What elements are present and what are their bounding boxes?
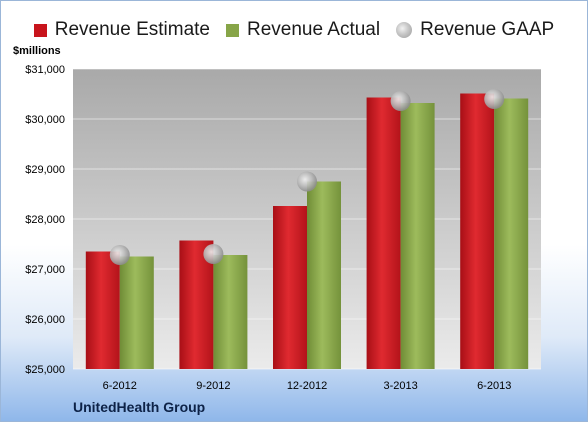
legend-swatch-actual (226, 23, 239, 37)
y-tick-label: $28,000 (25, 214, 65, 226)
point-gaap (484, 89, 505, 109)
bar-estimate (273, 206, 307, 369)
legend-swatch-estimate (33, 23, 47, 37)
x-tick-label: 6-2013 (477, 380, 511, 392)
legend-item-gaap: Revenue GAAP (396, 19, 554, 41)
x-tick-label: 9-2012 (196, 380, 230, 392)
bar-actual (307, 181, 341, 369)
bar-actual (213, 255, 248, 369)
x-tick-label: 6-2012 (103, 380, 137, 392)
bar-actual (494, 98, 529, 369)
bar-actual (119, 256, 154, 369)
legend-item-estimate: Revenue Estimate (33, 19, 210, 41)
bar-actual (400, 103, 435, 369)
y-tick-label: $29,000 (25, 164, 65, 176)
legend-label-estimate: Revenue Estimate (54, 19, 210, 40)
x-tick-label: 12-2012 (287, 380, 327, 392)
legend-swatch-gaap (396, 22, 413, 38)
point-gaap (390, 91, 411, 111)
y-tick-label: $27,000 (25, 264, 65, 276)
point-gaap (297, 171, 317, 192)
point-gaap (109, 245, 130, 265)
company-name: UnitedHealth Group (73, 399, 206, 415)
x-tick-label: 3-2013 (383, 380, 417, 392)
y-tick-label: $31,000 (25, 64, 65, 76)
chart-legend: Revenue Estimate Revenue Actual Revenue … (1, 17, 587, 43)
legend-label-actual: Revenue Actual (247, 19, 381, 40)
bar-estimate (366, 97, 401, 369)
bar-estimate (85, 251, 120, 369)
legend-label-gaap: Revenue GAAP (420, 19, 555, 40)
y-tick-label: $25,000 (25, 364, 65, 376)
y-axis-units-label: $millions (13, 45, 61, 57)
legend-item-actual: Revenue Actual (226, 19, 380, 41)
y-tick-label: $26,000 (25, 314, 65, 326)
y-tick-label: $30,000 (25, 114, 65, 126)
point-gaap (203, 244, 224, 264)
bar-estimate (460, 93, 495, 369)
